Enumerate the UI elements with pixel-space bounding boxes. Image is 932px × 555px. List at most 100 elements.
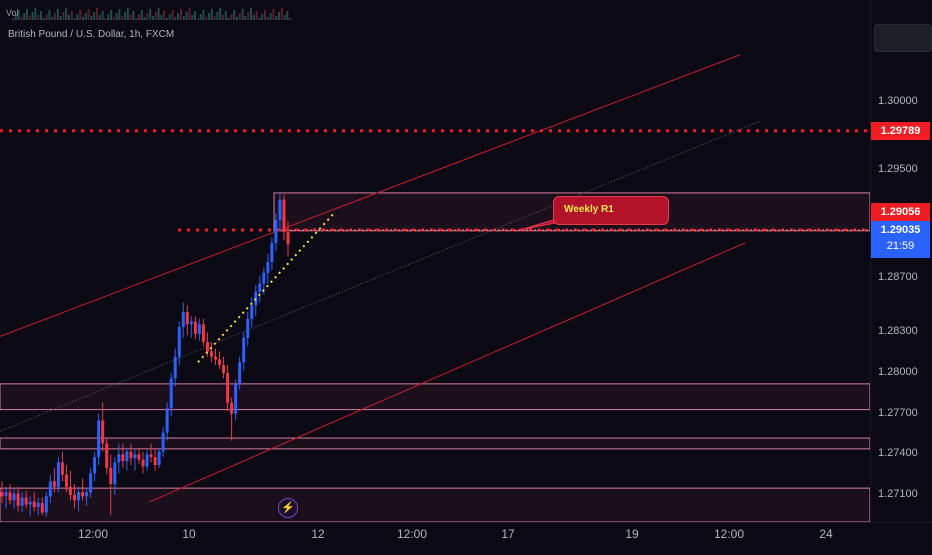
volume-bar [160,15,163,20]
volume-bar [93,12,96,20]
volume-bar [224,11,227,20]
volume-bar [59,16,62,20]
volume-bar [289,18,292,20]
top-right-control[interactable] [874,24,932,52]
candle-body [222,364,226,374]
candle-body [109,467,113,485]
candle-body [12,493,16,501]
channel-middle-line [0,120,761,432]
volume-bar [182,16,185,20]
candle-body [201,324,205,342]
candle-body [4,492,8,497]
volume-bar [166,18,168,20]
volume-bar [143,17,146,20]
lightning-icon[interactable]: ⚡ [278,498,298,518]
volume-bar [283,15,286,20]
volume-bar [115,13,118,20]
candle-body [141,459,145,467]
price-tick-label: 1.27100 [878,487,918,500]
volume-bar [104,18,107,20]
candle-body [157,451,161,466]
candle-body [177,326,181,357]
volume-bar [37,15,40,20]
candle-body [278,199,282,220]
volume-bar [191,15,194,20]
candle-body [161,432,165,452]
candle-body [282,199,286,233]
candle-body [56,462,60,487]
symbol-title[interactable]: British Pound / U.S. Dollar, 1h, FXCM [8,29,175,40]
candle-body [153,456,157,466]
candle-body [165,408,169,433]
candle-body [28,501,32,505]
candle-body [250,305,254,319]
price-tick-label: 1.29500 [878,162,918,175]
candle-body [85,492,89,497]
volume-bar [247,12,250,20]
candle-body [121,454,125,462]
candle-body [262,272,266,284]
candle-body [40,503,44,513]
time-tick-label: 10 [182,527,196,541]
volume-bar [149,9,152,20]
channel-lower-line [149,242,746,503]
volume-bar [126,8,129,20]
time-tick-label: 24 [819,527,833,541]
volume-bar [241,9,244,20]
channel-upper-line [0,54,741,337]
volume-bar [28,16,31,20]
candle-body [117,454,121,463]
price-scale-divider [870,0,871,522]
volume-bar [219,8,222,20]
volume-bar [51,17,54,20]
candle-body [113,462,117,485]
volume-bar [208,13,210,20]
volume-bar [96,8,98,20]
price-badge-top-level: 1.29789 [871,122,930,140]
candle-body [226,373,230,403]
volume-bar [286,11,289,20]
candle-body [242,337,246,363]
volume-bar [146,13,149,20]
volume-bar [73,18,76,20]
volume-bar [23,13,26,20]
volume-bar [26,9,28,20]
candle-body [8,492,12,501]
volume-bar [54,13,56,20]
volume-bar [230,14,233,20]
volume-bar [40,11,42,20]
volume-bar [255,11,258,20]
volume-bar [177,13,180,20]
volume-bar [129,15,132,20]
candle-body [129,451,133,459]
price-badge-weekly-r1: 1.29056 [871,203,930,221]
volume-bar [90,16,93,20]
volume-bar [205,17,208,20]
volume-bar [45,14,48,20]
candle-body [137,454,141,460]
volume-bar [244,16,247,20]
time-tick-label: 19 [625,527,639,541]
volume-bar [42,18,45,20]
candle-body [246,318,250,338]
time-scale-divider [0,522,932,523]
weekly-r1-callout[interactable]: Weekly R1 [553,196,669,225]
volume-bar [84,13,87,20]
candle-body [0,492,4,497]
price-tick-label: 1.27700 [878,406,918,419]
volume-bar [233,10,236,20]
candle-body [258,283,262,292]
candle-body [205,341,209,352]
volume-bar [152,16,154,20]
volume-bar [188,8,191,20]
candle-body [93,456,97,474]
volume-bar [70,11,73,20]
volume-bar [180,9,182,20]
candle-body [266,261,270,273]
time-tick-label: 12:00 [77,527,109,541]
volume-bar [140,10,143,20]
candle-body [20,497,24,506]
price-badge-last: 1.29035 21:59 [871,221,930,258]
